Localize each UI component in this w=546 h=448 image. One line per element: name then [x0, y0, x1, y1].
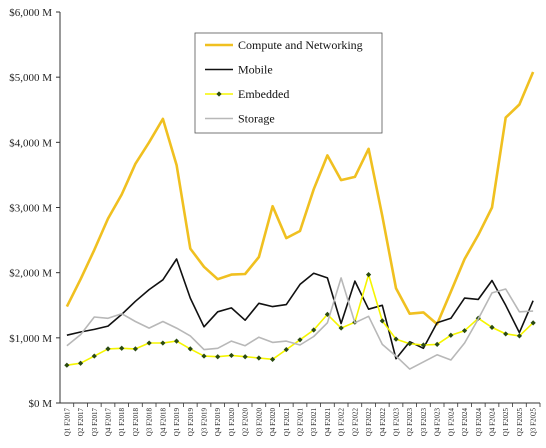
x-tick-label: Q2 F2019	[187, 408, 195, 437]
x-tick-label: Q4 F2020	[269, 408, 277, 437]
y-tick-label: $5,000 M	[9, 72, 52, 84]
x-tick-label: Q4 F2023	[434, 408, 442, 437]
data-point	[434, 341, 440, 347]
x-tick-label: Q2 F2025	[516, 408, 524, 437]
y-tick-label: $4,000 M	[9, 137, 52, 149]
data-point	[256, 355, 262, 361]
series-compute-and-networking	[65, 71, 535, 326]
legend-label-mobile: Mobile	[238, 63, 273, 77]
series-storage	[66, 277, 534, 370]
x-tick-label: Q1 F2024	[447, 408, 455, 437]
y-tick-label: $1,000 M	[9, 333, 52, 345]
legend-label-embedded: Embedded	[238, 87, 289, 101]
data-point	[530, 320, 536, 326]
x-tick-label: Q3 F2023	[420, 408, 428, 437]
x-tick-label: Q4 F2017	[105, 408, 113, 437]
data-point	[77, 360, 84, 366]
x-tick-label: Q2 F2017	[77, 408, 85, 437]
data-point	[173, 338, 180, 344]
y-tick-label: $0 M	[28, 398, 52, 410]
x-tick-label: Q4 F2019	[214, 408, 222, 437]
data-point	[201, 353, 207, 359]
data-point	[297, 337, 303, 343]
x-tick-label: Q2 F2023	[406, 408, 414, 437]
x-tick-label: Q1 F2023	[393, 408, 401, 437]
data-point	[489, 324, 495, 331]
data-point	[393, 336, 399, 342]
x-tick-label: Q1 F2022	[338, 408, 346, 437]
data-point	[146, 340, 152, 346]
x-tick-label: Q1 F2025	[502, 408, 510, 437]
x-tick-label: Q4 F2018	[159, 408, 167, 437]
x-tick-label: Q1 F2017	[63, 408, 71, 437]
data-point	[420, 342, 427, 348]
x-tick-label: Q4 F2022	[379, 408, 387, 437]
data-point	[132, 346, 139, 352]
data-point	[338, 325, 344, 331]
series-lines	[64, 71, 536, 370]
data-point	[228, 352, 235, 359]
x-tick-label: Q3 F2025	[530, 408, 538, 437]
legend: Compute and Networking Mobile Embedded Stor…	[194, 32, 383, 134]
x-axis-ticks: Q1 F2017 Q2 F2017 Q3 F2017 Q4 F2017 Q1 F2018…	[63, 403, 541, 437]
data-point	[365, 272, 372, 278]
x-tick-label: Q2 F2018	[132, 408, 140, 437]
x-tick-label: Q3 F2020	[255, 408, 263, 437]
x-tick-label: Q3 F2017	[91, 408, 99, 437]
y-tick-label: $2,000 M	[9, 268, 52, 280]
data-point	[64, 362, 70, 368]
x-tick-label: Q3 F2022	[365, 408, 373, 437]
x-tick-label: Q3 F2018	[146, 408, 154, 437]
data-point	[407, 341, 413, 347]
x-tick-label: Q1 F2019	[173, 408, 181, 437]
data-point	[311, 327, 317, 333]
data-point	[215, 354, 221, 360]
data-point	[119, 345, 125, 351]
data-point	[105, 346, 111, 352]
data-point	[461, 328, 468, 334]
x-tick-label: Q3 F2021	[310, 408, 318, 437]
data-point	[242, 354, 248, 360]
x-tick-label: Q2 F2020	[242, 408, 250, 437]
y-tick-label: $3,000 M	[9, 203, 52, 215]
data-point	[503, 331, 509, 337]
legend-label-storage: Storage	[238, 112, 275, 126]
x-tick-label: Q4 F2021	[324, 408, 332, 437]
data-point	[91, 353, 97, 359]
series-mobile	[66, 258, 534, 360]
legend-box	[194, 32, 383, 134]
x-tick-label: Q4 F2024	[489, 408, 497, 437]
x-tick-label: Q2 F2022	[351, 408, 359, 437]
data-point	[269, 356, 276, 362]
y-tick-label: $6,000 M	[9, 7, 52, 19]
x-tick-label: Q1 F2021	[283, 408, 291, 437]
x-tick-label: Q1 F2020	[228, 408, 236, 437]
x-tick-label: Q2 F2021	[297, 408, 305, 437]
data-point	[448, 332, 454, 338]
data-point	[379, 318, 385, 324]
data-point	[283, 346, 289, 353]
x-tick-label: Q3 F2019	[201, 408, 209, 437]
series-line-embedded	[66, 273, 534, 366]
data-point	[187, 346, 193, 352]
series-line-storage	[66, 277, 534, 370]
series-line-compute-and-networking	[65, 71, 535, 326]
series-embedded	[64, 272, 536, 368]
data-point	[324, 311, 331, 317]
data-point	[160, 340, 166, 346]
x-tick-label: Q3 F2024	[475, 408, 483, 437]
x-tick-label: Q2 F2024	[461, 408, 469, 437]
legend-marker	[216, 91, 222, 97]
legend-label-compute-and-networking: Compute and Networking	[238, 38, 363, 52]
data-point	[516, 333, 523, 339]
y-axis-ticks: $0 M $1,000 M $2,000 M $3,000 M $4,000 M $5,0…	[9, 7, 60, 410]
series-line-mobile	[66, 258, 534, 360]
x-tick-label: Q1 F2018	[118, 408, 126, 437]
